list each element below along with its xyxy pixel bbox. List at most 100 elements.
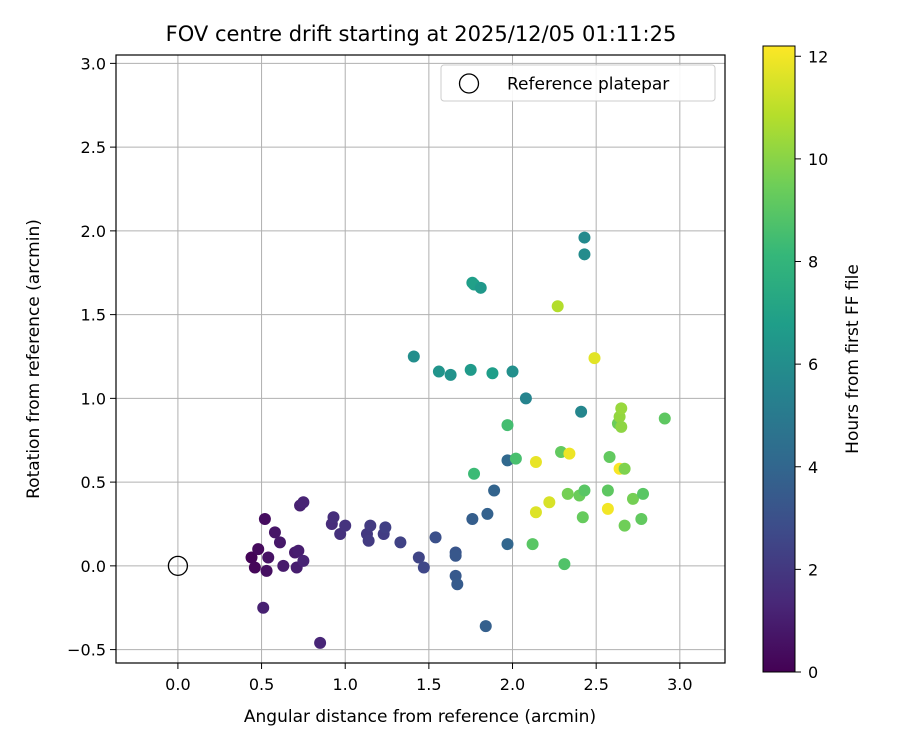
data-point xyxy=(273,536,286,549)
data-point xyxy=(464,363,477,376)
data-point xyxy=(297,554,310,567)
data-point xyxy=(257,601,270,614)
data-point xyxy=(578,231,591,244)
data-point xyxy=(297,496,310,509)
colorbar-label: Hours from first FF file xyxy=(843,264,863,454)
legend: Reference platepar xyxy=(440,64,716,102)
data-point xyxy=(603,450,616,463)
chart-title: FOV centre drift starting at 2025/12/05 … xyxy=(166,22,677,46)
data-point xyxy=(362,534,375,547)
data-point xyxy=(578,484,591,497)
data-point xyxy=(575,405,588,418)
reference-platepar-marker xyxy=(167,555,189,577)
x-tick-label: 2.5 xyxy=(583,675,608,694)
data-point xyxy=(519,392,532,405)
data-point xyxy=(479,620,492,633)
data-point xyxy=(432,365,445,378)
data-point xyxy=(394,536,407,549)
data-point xyxy=(412,551,425,564)
data-point xyxy=(601,502,614,515)
data-point xyxy=(268,526,281,539)
colorbar-tick-label: 2 xyxy=(808,560,818,579)
legend-box xyxy=(440,64,716,102)
x-tick-label: 0.5 xyxy=(249,675,274,694)
data-point xyxy=(417,561,430,574)
data-point xyxy=(277,559,290,572)
data-point xyxy=(258,512,271,525)
x-tick-label: 0.0 xyxy=(165,675,190,694)
y-tick-label: 1.5 xyxy=(81,306,106,325)
data-point xyxy=(637,487,650,500)
y-tick-label: 0.5 xyxy=(81,473,106,492)
data-point xyxy=(578,248,591,261)
y-axis-ticks: −0.5 0.0 0.5 1.0 1.5 2.0 2.5 3.0 xyxy=(67,54,116,660)
data-point xyxy=(339,519,352,532)
data-point xyxy=(488,484,501,497)
data-point xyxy=(327,511,340,524)
data-point xyxy=(429,531,442,544)
data-points xyxy=(245,231,671,649)
data-point xyxy=(364,519,377,532)
data-point xyxy=(407,350,420,363)
data-point xyxy=(509,452,522,465)
x-tick-label: 3.0 xyxy=(667,675,692,694)
data-point xyxy=(379,521,392,534)
legend-label: Reference platepar xyxy=(507,75,669,95)
x-tick-label: 1.5 xyxy=(416,675,441,694)
data-point xyxy=(658,412,671,425)
data-point xyxy=(615,420,628,433)
data-point xyxy=(635,512,648,525)
y-tick-label: 2.5 xyxy=(81,138,106,157)
y-tick-label: 0.0 xyxy=(81,557,106,576)
data-point xyxy=(314,636,327,649)
x-axis-ticks: 0.0 0.5 1.0 1.5 2.0 2.5 3.0 xyxy=(165,663,693,694)
data-point xyxy=(626,492,639,505)
data-point xyxy=(486,367,499,380)
data-point xyxy=(245,551,258,564)
colorbar-tick-label: 6 xyxy=(808,355,818,374)
data-point xyxy=(468,467,481,480)
reference-marker-group xyxy=(167,555,189,577)
data-point xyxy=(588,352,601,365)
y-tick-label: −0.5 xyxy=(67,641,106,660)
data-point xyxy=(262,551,275,564)
data-point xyxy=(561,487,574,500)
data-point xyxy=(529,506,542,519)
data-point xyxy=(506,365,519,378)
x-tick-label: 1.0 xyxy=(332,675,357,694)
data-point xyxy=(601,484,614,497)
data-point xyxy=(558,558,571,571)
data-point xyxy=(501,538,514,551)
data-point xyxy=(292,544,305,557)
data-point xyxy=(618,462,631,475)
data-point xyxy=(576,511,589,524)
x-axis-label: Angular distance from reference (arcmin) xyxy=(244,707,596,727)
data-point xyxy=(563,447,576,460)
data-point xyxy=(526,538,539,551)
colorbar-tick-label: 8 xyxy=(808,253,818,272)
x-tick-label: 2.0 xyxy=(500,675,525,694)
data-point xyxy=(615,402,628,415)
data-point xyxy=(252,543,265,556)
data-point xyxy=(260,564,273,577)
colorbar-tick-label: 4 xyxy=(808,458,818,477)
data-point xyxy=(529,456,542,469)
colorbar-tick-label: 0 xyxy=(808,663,818,682)
data-point xyxy=(451,578,464,591)
colorbar-ticks: 0 2 4 6 8 10 12 xyxy=(795,47,828,682)
data-point xyxy=(474,281,487,294)
data-point xyxy=(466,512,479,525)
y-axis-label: Rotation from reference (arcmin) xyxy=(24,219,44,499)
data-point xyxy=(618,519,631,532)
data-point xyxy=(501,419,514,432)
data-point xyxy=(551,300,564,313)
data-point xyxy=(481,507,494,520)
colorbar-tick-label: 10 xyxy=(808,150,828,169)
grid-lines xyxy=(116,55,725,663)
colorbar xyxy=(762,45,796,673)
y-tick-label: 1.0 xyxy=(81,389,106,408)
legend-reference-marker xyxy=(458,73,480,94)
data-point xyxy=(449,549,462,562)
data-point xyxy=(444,368,457,381)
